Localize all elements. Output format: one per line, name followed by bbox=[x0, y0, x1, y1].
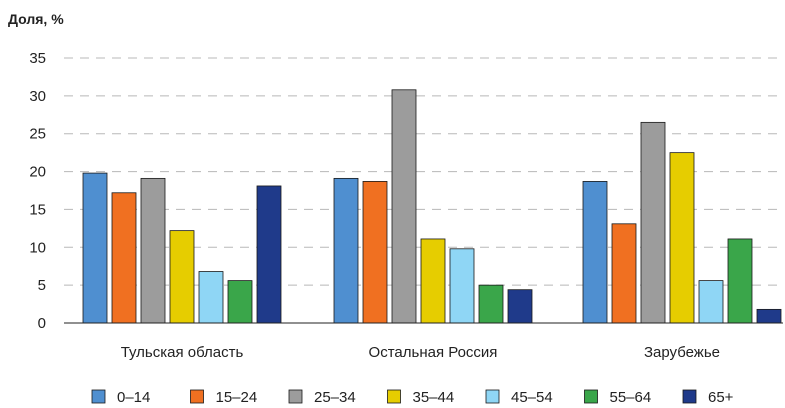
bar-0–14-0 bbox=[82, 172, 108, 324]
legend-label: 45–54 bbox=[511, 389, 553, 406]
legend-label: 65+ bbox=[708, 389, 734, 406]
y-tick-label: 35 bbox=[29, 50, 46, 67]
bar-0–14-1 bbox=[333, 177, 359, 324]
bar-15–24-2 bbox=[611, 223, 637, 324]
x-axis-categories: Тульская область Остальная Россия Зарубежь… bbox=[121, 344, 720, 361]
bar-35–44-2 bbox=[669, 152, 695, 324]
y-tick-label: 10 bbox=[29, 239, 46, 256]
bar-35–44-0 bbox=[169, 230, 195, 324]
legend-label: 25–34 bbox=[314, 389, 356, 406]
legend-swatch bbox=[288, 389, 303, 404]
y-tick-label: 15 bbox=[29, 201, 46, 218]
y-tick-label: 5 bbox=[38, 277, 46, 294]
legend-label: 35–44 bbox=[413, 389, 455, 406]
legend-swatch bbox=[584, 389, 598, 404]
legend-swatch bbox=[485, 389, 500, 404]
bar-55–64-0 bbox=[227, 280, 253, 324]
x-category-label: Зарубежье bbox=[644, 344, 720, 361]
legend-label: 15–24 bbox=[216, 389, 258, 406]
bar-45–54-2 bbox=[698, 280, 724, 324]
legend-label: 0–14 bbox=[117, 389, 150, 406]
bar-45–54-1 bbox=[449, 248, 475, 324]
legend-swatch bbox=[682, 389, 697, 404]
bar-65+-2 bbox=[756, 308, 782, 324]
bar-25–34-0 bbox=[140, 177, 166, 324]
y-axis-ticks: 0 5 10 15 20 25 30 35 bbox=[29, 50, 46, 332]
bar-65+-1 bbox=[507, 289, 533, 324]
bar-35–44-1 bbox=[420, 238, 446, 324]
bar-15–24-0 bbox=[111, 192, 137, 324]
bar-45–54-0 bbox=[198, 271, 224, 324]
x-category-label: Тульская область bbox=[121, 344, 244, 361]
bar-25–34-2 bbox=[640, 121, 666, 324]
bar-15–24-1 bbox=[362, 181, 388, 324]
bar-65+-0 bbox=[256, 185, 282, 324]
y-tick-label: 0 bbox=[38, 315, 46, 332]
x-category-label: Остальная Россия bbox=[369, 344, 498, 361]
legend-swatch bbox=[190, 389, 204, 404]
y-tick-label: 25 bbox=[29, 126, 46, 143]
legend: 0–14 15–24 25–34 35–44 45–54 55–64 65+ bbox=[91, 389, 734, 406]
bar-55–64-2 bbox=[727, 238, 753, 324]
legend-label: 55–64 bbox=[610, 389, 652, 406]
y-tick-label: 20 bbox=[29, 164, 46, 181]
bar-25–34-1 bbox=[391, 89, 417, 324]
bars bbox=[82, 89, 782, 324]
y-axis-label: Доля, % bbox=[8, 11, 64, 27]
legend-swatch bbox=[91, 389, 106, 404]
y-tick-label: 30 bbox=[29, 88, 46, 105]
bar-0–14-2 bbox=[582, 181, 608, 324]
legend-swatch bbox=[387, 389, 401, 404]
bar-55–64-1 bbox=[478, 284, 504, 324]
